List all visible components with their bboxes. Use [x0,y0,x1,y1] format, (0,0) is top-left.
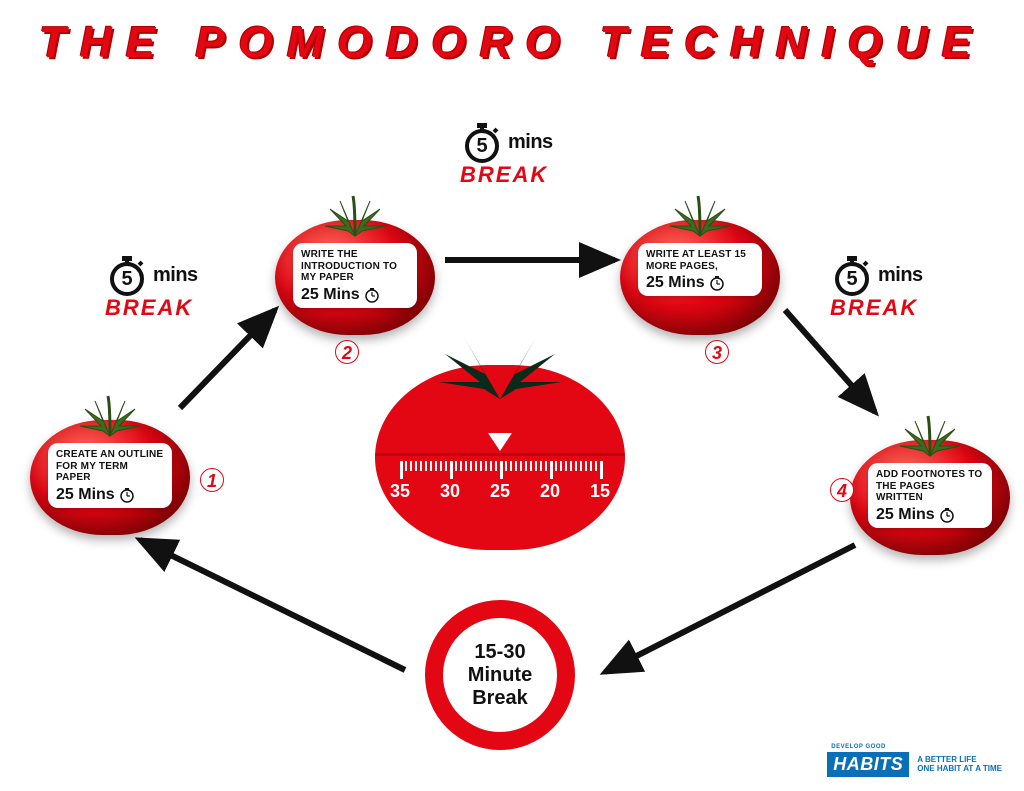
task-duration: 25 Mins [301,286,360,304]
task-duration: 25 Mins [56,486,115,504]
tomato-leaf-icon [665,191,735,241]
flow-arrow-4 [605,545,855,672]
task-text: WRITE AT LEAST 15 MORE PAGES, [646,249,754,272]
break-mins: mins [878,264,923,287]
svg-text:5: 5 [476,135,487,157]
flow-arrow-3 [785,310,875,412]
break-mins: mins [153,264,198,287]
step-number-2: 2 [335,340,359,364]
task-card: CREATE AN OUTLINE FOR MY TERM PAPER 25 M… [48,443,172,508]
timer-tick-35: 35 [390,481,410,502]
break-mins: mins [508,131,553,154]
stopwatch-icon: 5 [105,253,149,297]
tomato-leaf-icon [430,324,570,404]
stopwatch-icon: 5 [460,120,504,164]
tomato-leaf-icon [895,411,965,461]
step-tomato-2: WRITE THE INTRODUCTION TO MY PAPER 25 Mi… [275,195,435,335]
task-text: CREATE AN OUTLINE FOR MY TERM PAPER [56,449,164,484]
step-number-4: 4 [830,478,854,502]
tomato-timer: 35 30 25 20 15 [375,330,625,550]
break-label-3: 5 mins BREAK [830,253,923,321]
task-duration: 25 Mins [646,274,705,292]
stopwatch-icon [364,287,380,303]
step-number-1: 1 [200,468,224,492]
task-duration: 25 Mins [876,506,935,524]
task-text: WRITE THE INTRODUCTION TO MY PAPER [301,249,409,284]
break-label: BREAK [830,295,923,321]
break-label: BREAK [105,295,198,321]
tomato-leaf-icon [320,191,390,241]
brand-tagline-2: ONE HABIT AT A TIME [917,765,1002,774]
task-card: WRITE THE INTRODUCTION TO MY PAPER 25 Mi… [293,243,417,308]
stopwatch-icon: 5 [830,253,874,297]
page-title: THE POMODORO TECHNIQUE [0,18,1024,68]
step-tomato-1: CREATE AN OUTLINE FOR MY TERM PAPER 25 M… [30,395,190,535]
timer-tick-30: 30 [440,481,460,502]
brand-logo: HABITS [827,752,909,777]
step-tomato-4: ADD FOOTNOTES TO THE PAGES WRITTEN 25 Mi… [850,415,1010,555]
timer-pointer-icon [488,433,512,451]
timer-tick-20: 20 [540,481,560,502]
stopwatch-icon [119,487,135,503]
stopwatch-icon [939,507,955,523]
flow-arrow-5 [140,540,405,670]
timer-tick-25: 25 [490,481,510,502]
break-label-2: 5 mins BREAK [460,120,553,188]
brand-footer: HABITS A BETTER LIFE ONE HABIT AT A TIME [827,752,1002,777]
svg-text:5: 5 [121,268,132,290]
tomato-leaf-icon [75,391,145,441]
timer-tick-15: 15 [590,481,610,502]
break-label-1: 5 mins BREAK [105,253,198,321]
task-card: ADD FOOTNOTES TO THE PAGES WRITTEN 25 Mi… [868,463,992,528]
long-break-circle: 15-30 Minute Break [425,600,575,750]
break-label: BREAK [460,162,553,188]
step-tomato-3: WRITE AT LEAST 15 MORE PAGES, 25 Mins [620,195,780,335]
task-card: WRITE AT LEAST 15 MORE PAGES, 25 Mins [638,243,762,296]
task-text: ADD FOOTNOTES TO THE PAGES WRITTEN [876,469,984,504]
flow-arrow-1 [180,310,275,408]
svg-text:5: 5 [846,268,857,290]
stopwatch-icon [709,275,725,291]
long-break-text: 15-30 Minute Break [443,641,557,710]
step-number-3: 3 [705,340,729,364]
